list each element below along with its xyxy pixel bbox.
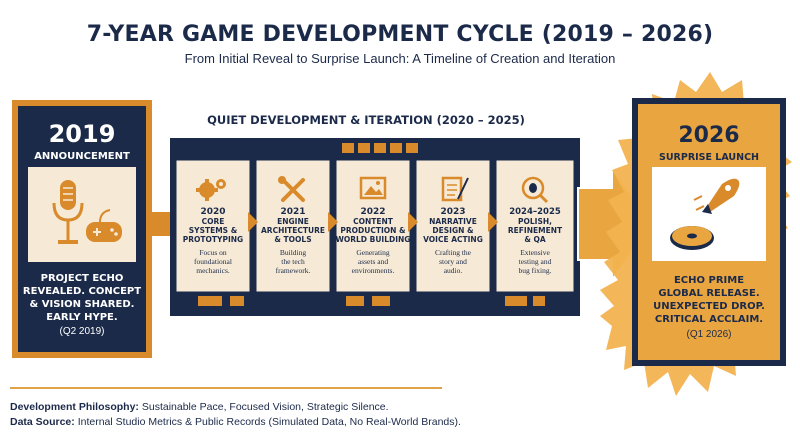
stage-title-line: POLISH, xyxy=(518,217,552,226)
announcement-desc-line: EARLY HYPE. xyxy=(46,312,117,323)
stage-title-line: CONTENT xyxy=(353,217,394,226)
announcement-year: 2019 xyxy=(49,120,116,148)
stage-title-line: WORLD BUILDING xyxy=(336,235,411,244)
development-band: QUIET DEVELOPMENT & ITERATION (2020 – 20… xyxy=(170,113,580,316)
rocket-disc-icon xyxy=(670,178,740,250)
stage-title-line: NARRATIVE xyxy=(429,217,477,226)
footer: Development Philosophy: Sustainable Pace… xyxy=(10,400,790,430)
stage-desc-line: mechanics. xyxy=(196,266,230,275)
launch-desc-line: GLOBAL RELEASE. xyxy=(658,288,759,299)
stage-year: 2023 xyxy=(440,207,465,217)
stage-desc-line: Focus on xyxy=(199,248,227,257)
bug-magnifier-icon xyxy=(521,176,549,204)
stage-desc-line: testing and xyxy=(519,257,552,266)
gears-icon xyxy=(196,179,226,201)
launch-desc-line: CRITICAL ACCLAIM. xyxy=(655,314,763,325)
launch-date: (Q1 2026) xyxy=(686,329,731,340)
philosophy-text: Sustainable Pace, Focused Vision, Strate… xyxy=(141,401,389,413)
stage-year: 2022 xyxy=(360,207,385,217)
announcement-date: (Q2 2019) xyxy=(59,326,104,337)
source-text: Internal Studio Metrics & Public Records… xyxy=(77,416,461,428)
source-label: Data Source: xyxy=(10,416,75,428)
stage-title-line: PRODUCTION & xyxy=(340,226,406,235)
stage-year: 2020 xyxy=(200,207,225,217)
script-quill-icon xyxy=(441,176,469,202)
stage-title-line: CORE xyxy=(202,217,225,226)
stage-title-line: REFINEMENT xyxy=(508,226,563,235)
launch-card: 2026 SURPRISE LAUNCH ECHO PRIME GLOBAL R… xyxy=(600,72,792,396)
announcement-desc-line: PROJECT ECHO xyxy=(41,273,124,284)
stage-title-line: & QA xyxy=(524,235,546,244)
stage-desc-line: audio. xyxy=(444,266,463,275)
footer-divider xyxy=(10,387,442,389)
stage-card: 2023 NARRATIVE DESIGN & VOICE ACTING Cra… xyxy=(423,176,483,275)
stage-desc-line: environments. xyxy=(352,266,395,275)
stage-desc-line: foundational xyxy=(194,257,232,266)
stage-year: 2021 xyxy=(280,207,305,217)
stage-card: 2022 CONTENT PRODUCTION & WORLD BUILDING… xyxy=(336,176,411,275)
stage-desc-line: bug fixing. xyxy=(519,266,552,275)
stage-title-line: ARCHITECTURE xyxy=(261,226,325,235)
stage-desc-line: the tech xyxy=(281,257,305,266)
stage-title-line: SYSTEMS & xyxy=(189,226,238,235)
launch-desc-line: ECHO PRIME xyxy=(674,275,744,286)
launch-year: 2026 xyxy=(678,123,739,148)
stage-year: 2024–2025 xyxy=(509,207,561,217)
stage-desc-line: assets and xyxy=(358,257,388,266)
stage-card: 2020 CORE SYSTEMS & PROTOTYPING Focus on… xyxy=(183,179,243,275)
footer-philosophy: Development Philosophy: Sustainable Pace… xyxy=(10,400,790,415)
page-title: 7-YEAR GAME DEVELOPMENT CYCLE (2019 – 20… xyxy=(86,22,714,47)
image-icon xyxy=(359,176,387,200)
stage-desc-line: Building xyxy=(280,248,307,257)
tools-icon xyxy=(278,176,305,202)
announcement-desc-line: & VISION SHARED. xyxy=(30,299,135,310)
page-subtitle: From Initial Reveal to Surprise Launch: … xyxy=(184,51,616,66)
microphone-gamepad-icon xyxy=(52,180,122,244)
stage-title-line: ENGINE xyxy=(277,217,309,226)
footer-source: Data Source: Internal Studio Metrics & P… xyxy=(10,415,790,430)
stage-title-line: PROTOTYPING xyxy=(183,235,243,244)
stage-title-line: DESIGN & xyxy=(432,226,474,235)
stage-title-line: VOICE ACTING xyxy=(423,235,483,244)
stage-desc-line: Crafting the xyxy=(435,248,472,257)
stage-title-line: & TOOLS xyxy=(274,235,311,244)
stage-desc-line: story and xyxy=(439,257,467,266)
stage-desc-line: Extensive xyxy=(520,248,550,257)
stage-desc-line: framework. xyxy=(276,266,311,275)
development-banner: QUIET DEVELOPMENT & ITERATION (2020 – 20… xyxy=(207,113,525,127)
stage-desc-line: Generating xyxy=(356,248,390,257)
launch-desc-line: UNEXPECTED DROP. xyxy=(653,301,765,312)
philosophy-label: Development Philosophy: xyxy=(10,401,139,413)
stage-card: 2024–2025 POLISH, REFINEMENT & QA Extens… xyxy=(508,176,563,275)
announcement-desc-line: REVEALED. CONCEPT xyxy=(23,286,141,297)
announcement-label: ANNOUNCEMENT xyxy=(34,151,130,162)
announcement-card: 2019 ANNOUNCEMENT PROJECT ECHO REVEALED.… xyxy=(12,100,152,358)
launch-label: SURPRISE LAUNCH xyxy=(659,152,759,163)
stage-card: 2021 ENGINE ARCHITECTURE & TOOLS Buildin… xyxy=(261,176,325,275)
